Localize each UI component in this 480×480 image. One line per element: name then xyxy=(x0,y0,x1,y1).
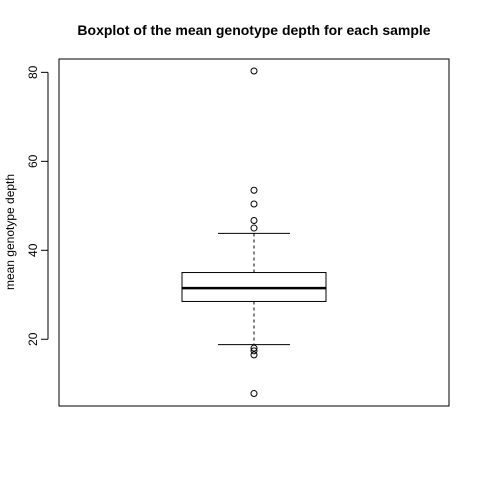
outlier-point xyxy=(250,351,258,359)
y-axis: 20 40 60 80 xyxy=(26,65,49,346)
plot-frame xyxy=(58,58,450,407)
y-tick-label: 20 xyxy=(26,332,40,346)
y-tick-label: 40 xyxy=(26,243,40,257)
outlier-point xyxy=(250,344,258,352)
outlier-point xyxy=(250,390,258,398)
y-tick-label: 60 xyxy=(26,154,40,168)
chart-title: Boxplot of the mean genotype depth for e… xyxy=(77,22,430,38)
outlier-point xyxy=(250,200,258,208)
outlier-point xyxy=(250,186,258,194)
outlier-group xyxy=(250,67,258,398)
y-tick-label: 80 xyxy=(26,65,40,79)
outlier-point xyxy=(250,67,258,75)
outlier-point xyxy=(250,224,258,232)
outlier-point xyxy=(250,347,258,355)
box-group xyxy=(181,232,327,346)
outlier-point xyxy=(250,216,258,224)
y-axis-label: mean genotype depth xyxy=(3,174,17,290)
